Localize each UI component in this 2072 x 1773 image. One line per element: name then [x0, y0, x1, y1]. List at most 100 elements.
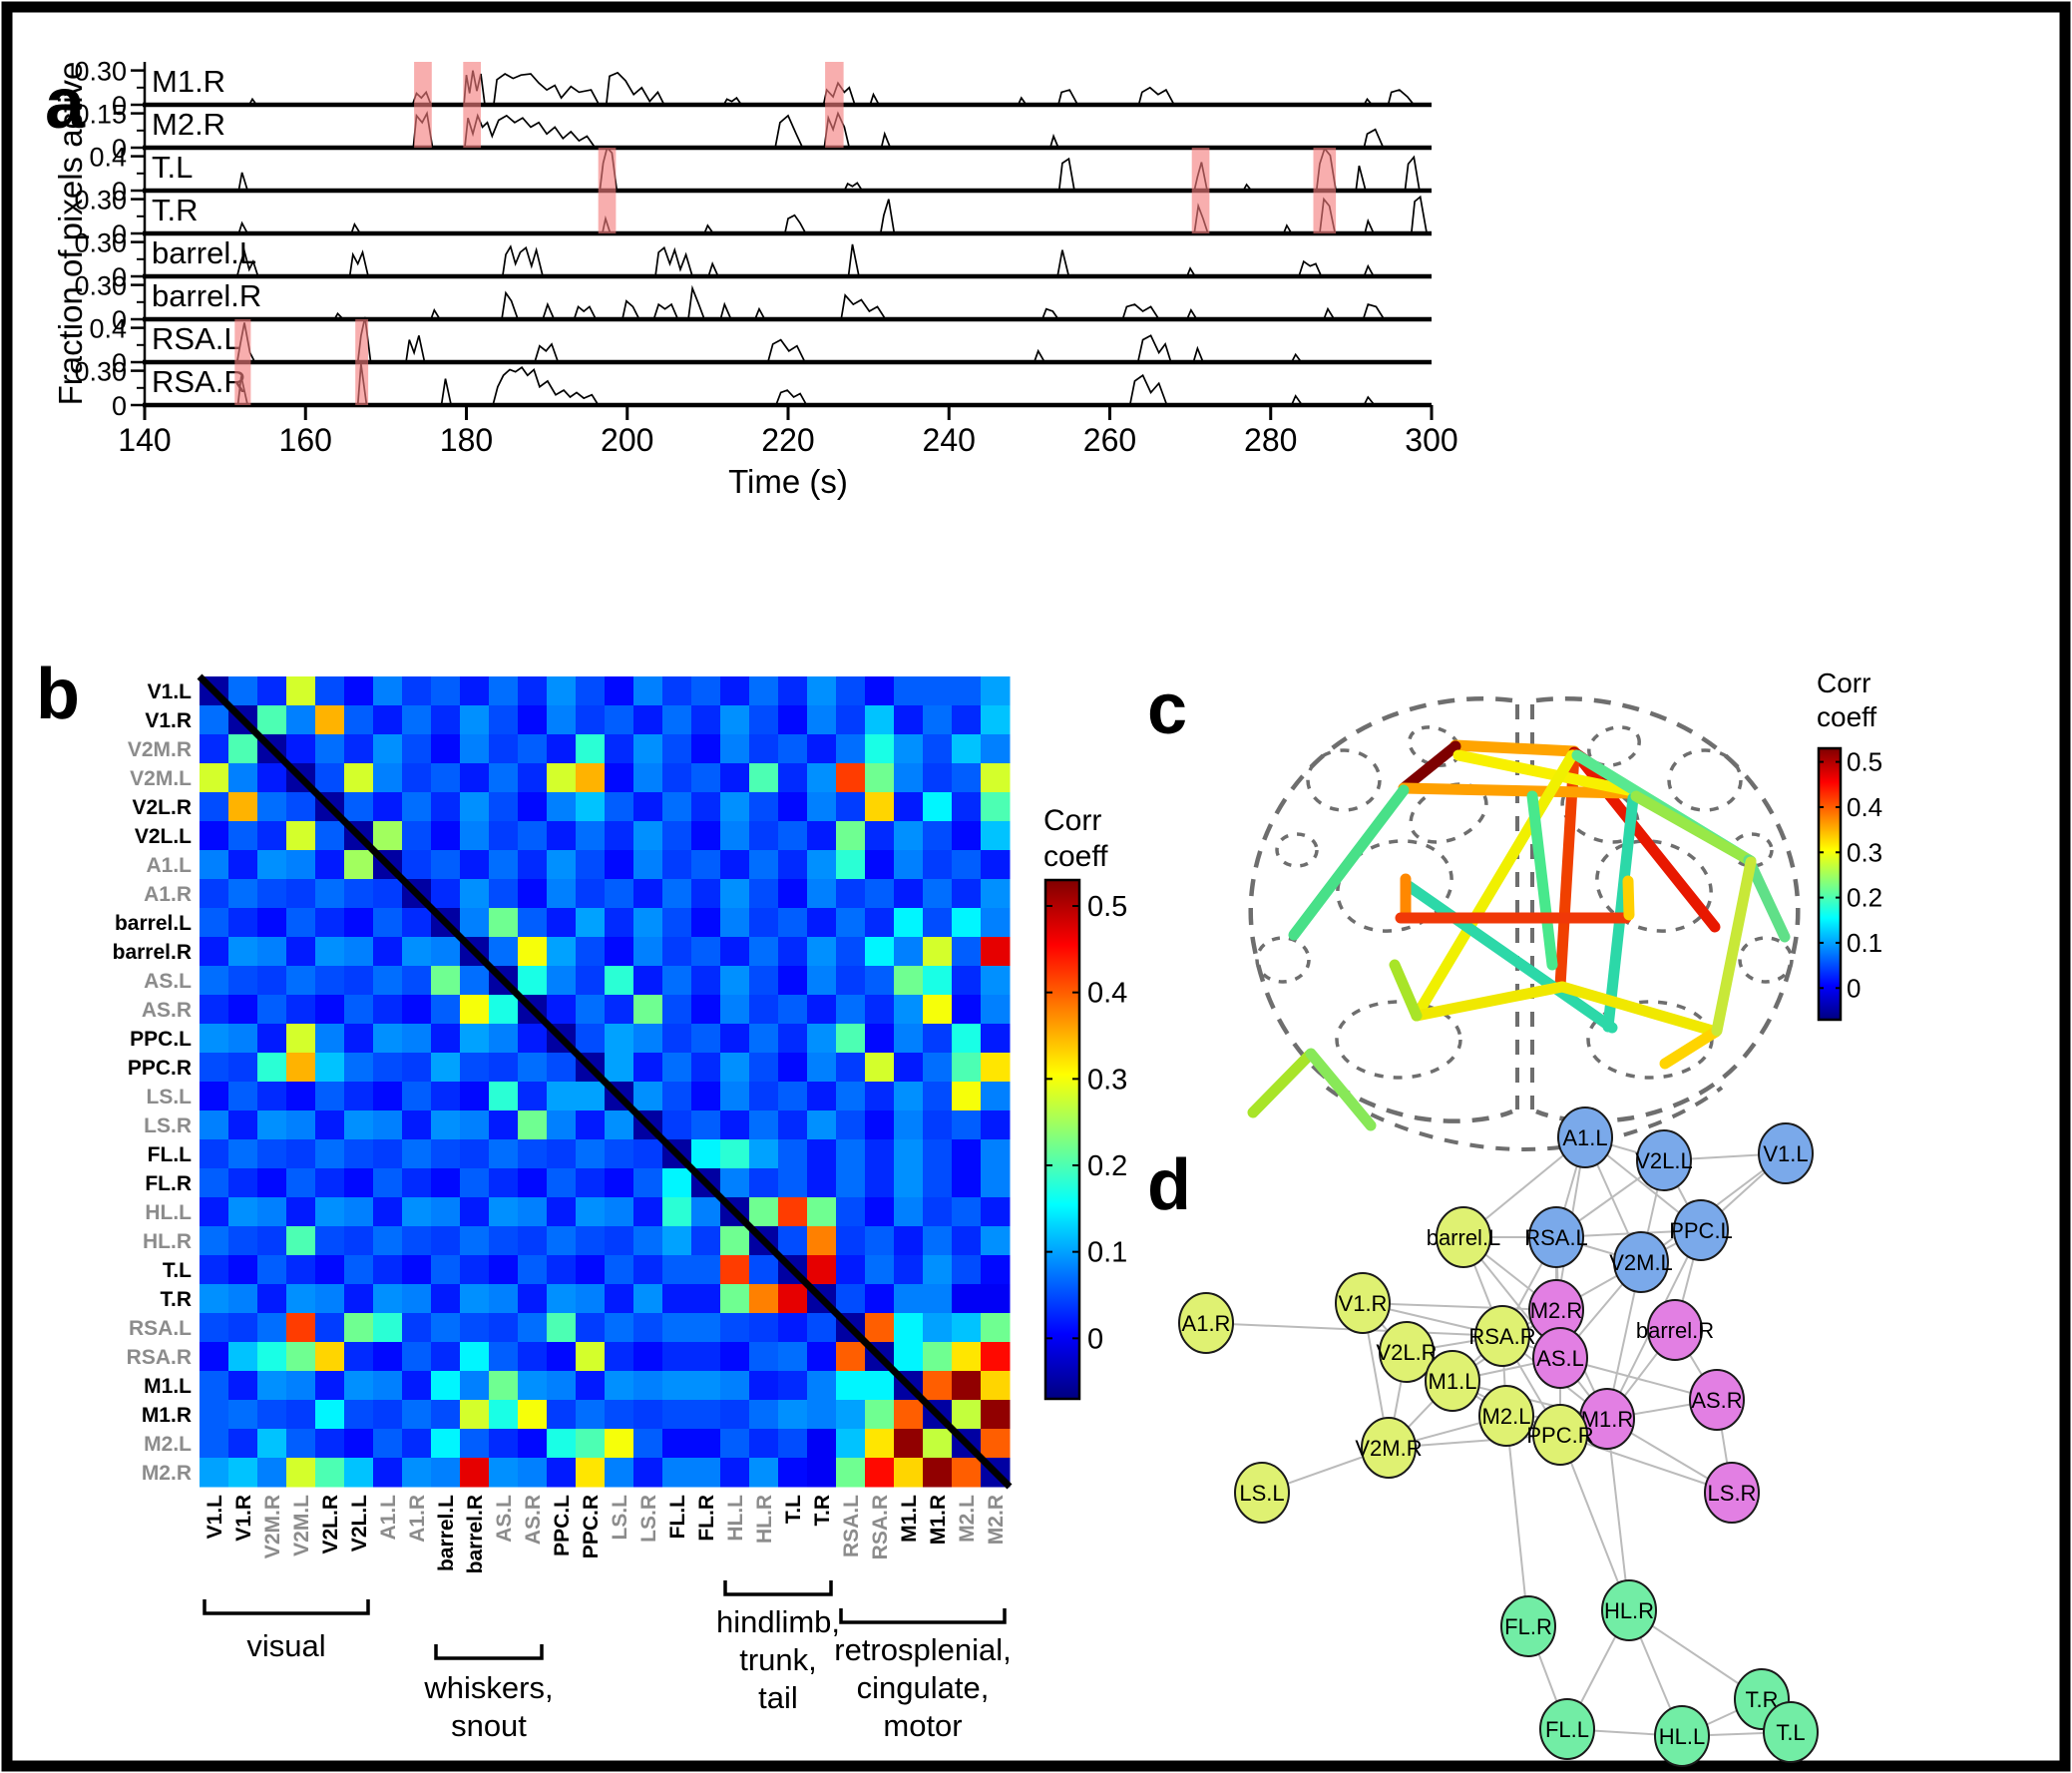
- heatmap-cell: [373, 908, 403, 938]
- connection-segment: [1411, 749, 1578, 1022]
- trace-barrel.R: [145, 284, 1432, 320]
- heatmap-cell: [633, 763, 663, 793]
- heatmap-cell: [749, 1110, 779, 1140]
- heatmap-cell: [865, 966, 895, 996]
- heatmap-cell: [720, 792, 750, 822]
- heatmap-cell: [344, 966, 374, 996]
- heatmap-cell: [836, 1371, 866, 1401]
- heatmap-cell: [662, 1400, 692, 1430]
- heatmap-cell: [633, 966, 663, 996]
- xtick-label: 200: [601, 422, 653, 458]
- network-node-label: V2M.R: [1355, 1436, 1422, 1461]
- network-node-label: barrel.R: [1636, 1318, 1714, 1343]
- trace-M1.R: [145, 70, 1432, 106]
- heatmap-cell: [431, 1197, 461, 1227]
- heatmap-cell: [807, 1400, 837, 1430]
- heatmap-cell: [662, 908, 692, 938]
- network-node-label: V1.L: [1763, 1141, 1808, 1166]
- heatmap-cell: [228, 908, 258, 938]
- heatmap-cell: [952, 1226, 982, 1256]
- heatmap-cell: [257, 908, 287, 938]
- heatmap-row-label: AS.L: [144, 970, 192, 993]
- heatmap-cell: [200, 879, 229, 909]
- panel-d-label: d: [1147, 1145, 1191, 1225]
- heatmap-cell: [431, 705, 461, 735]
- heatmap-cell: [200, 763, 229, 793]
- heatmap-cell: [518, 1342, 548, 1372]
- heatmap-cell: [373, 1458, 403, 1488]
- heatmap-cell: [691, 1371, 721, 1401]
- heatmap-cell: [431, 734, 461, 764]
- heatmap-cell: [749, 821, 779, 851]
- heatmap-cell: [633, 705, 663, 735]
- heatmap-cell: [431, 1255, 461, 1285]
- heatmap-cell: [576, 1284, 606, 1314]
- network-node-FL.R: [1500, 1595, 1556, 1657]
- heatmap-cell: [894, 792, 924, 822]
- ytick-zero: 0: [112, 391, 127, 421]
- heatmap-cell: [547, 1429, 577, 1459]
- heatmap-cell: [605, 1284, 634, 1314]
- heatmap-cell: [633, 1168, 663, 1198]
- heatmap-cell: [431, 879, 461, 909]
- heatmap-cell: [662, 937, 692, 967]
- heatmap-cell: [576, 1400, 606, 1430]
- heatmap-cell: [431, 1342, 461, 1372]
- heatmap-cell: [402, 1110, 432, 1140]
- network-node-label: M2.R: [1530, 1298, 1583, 1323]
- network-node-V1.R: [1335, 1272, 1391, 1334]
- heatmap-cell: [489, 705, 519, 735]
- heatmap-cell: [315, 1371, 345, 1401]
- heatmap-cell: [200, 1429, 229, 1459]
- heatmap-cell: [923, 1082, 953, 1111]
- heatmap-cell: [662, 792, 692, 822]
- heatmap-cell: [807, 966, 837, 996]
- heatmap-cell: [315, 705, 345, 735]
- heatmap-cell: [662, 1197, 692, 1227]
- heatmap-col-label: M1.R: [927, 1495, 950, 1545]
- heatmap-cell: [720, 937, 750, 967]
- heatmap-cell: [286, 1168, 316, 1198]
- heatmap-cell: [865, 1313, 895, 1343]
- heatmap-cell: [547, 1313, 577, 1343]
- heatmap-cell: [981, 1429, 1011, 1459]
- heatmap-cell: [691, 821, 721, 851]
- heatmap-cell: [200, 1458, 229, 1488]
- xtick-label: 260: [1083, 422, 1136, 458]
- heatmap-cell: [720, 1168, 750, 1198]
- heatmap-col-label: RSA.L: [840, 1495, 863, 1557]
- heatmap-col-label: M2.L: [956, 1495, 979, 1543]
- heatmap-cell: [257, 1082, 287, 1111]
- xtick-label: 240: [923, 422, 976, 458]
- heatmap-cell: [749, 1168, 779, 1198]
- row-label: barrel.L: [152, 235, 256, 270]
- heatmap-cell: [981, 1110, 1011, 1140]
- heatmap-cell: [518, 850, 548, 880]
- heatmap-cell: [865, 1284, 895, 1314]
- network-node-barrel.L: [1436, 1206, 1491, 1268]
- heatmap-cell: [576, 821, 606, 851]
- heatmap-row-label: HL.L: [145, 1201, 192, 1224]
- panel-a-label: a: [45, 64, 86, 144]
- heatmap-cell: [981, 879, 1011, 909]
- heatmap-cell: [778, 1313, 808, 1343]
- heatmap-cell: [200, 1255, 229, 1285]
- heatmap-cell: [200, 1371, 229, 1401]
- heatmap-cell: [865, 676, 895, 706]
- heatmap-cell: [460, 1458, 490, 1488]
- heatmap-cell: [518, 1168, 548, 1198]
- heatmap-cell: [460, 966, 490, 996]
- heatmap-cell: [460, 1197, 490, 1227]
- heatmap-cell: [778, 705, 808, 735]
- heatmap-cell: [605, 1400, 634, 1430]
- connection-segment: [1743, 854, 1791, 943]
- heatmap-cell: [315, 908, 345, 938]
- heatmap-cell: [894, 676, 924, 706]
- colorbar-b-tick: 0.4: [1087, 978, 1127, 1010]
- trace-M2.R: [145, 110, 1432, 149]
- network-node-HL.L: [1654, 1705, 1710, 1767]
- heatmap-cell: [720, 1139, 750, 1169]
- heatmap-cell: [691, 763, 721, 793]
- heatmap-cell: [373, 966, 403, 996]
- heatmap-cell: [228, 1458, 258, 1488]
